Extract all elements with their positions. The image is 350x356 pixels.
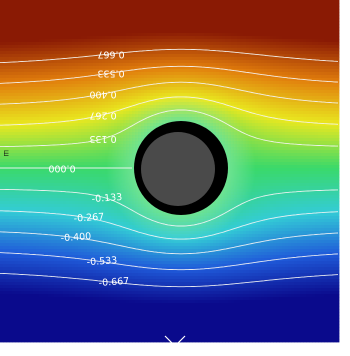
contour-plot: 0.6670.5330.4000.2670.1330.000-0.133-0.2… xyxy=(0,0,340,343)
